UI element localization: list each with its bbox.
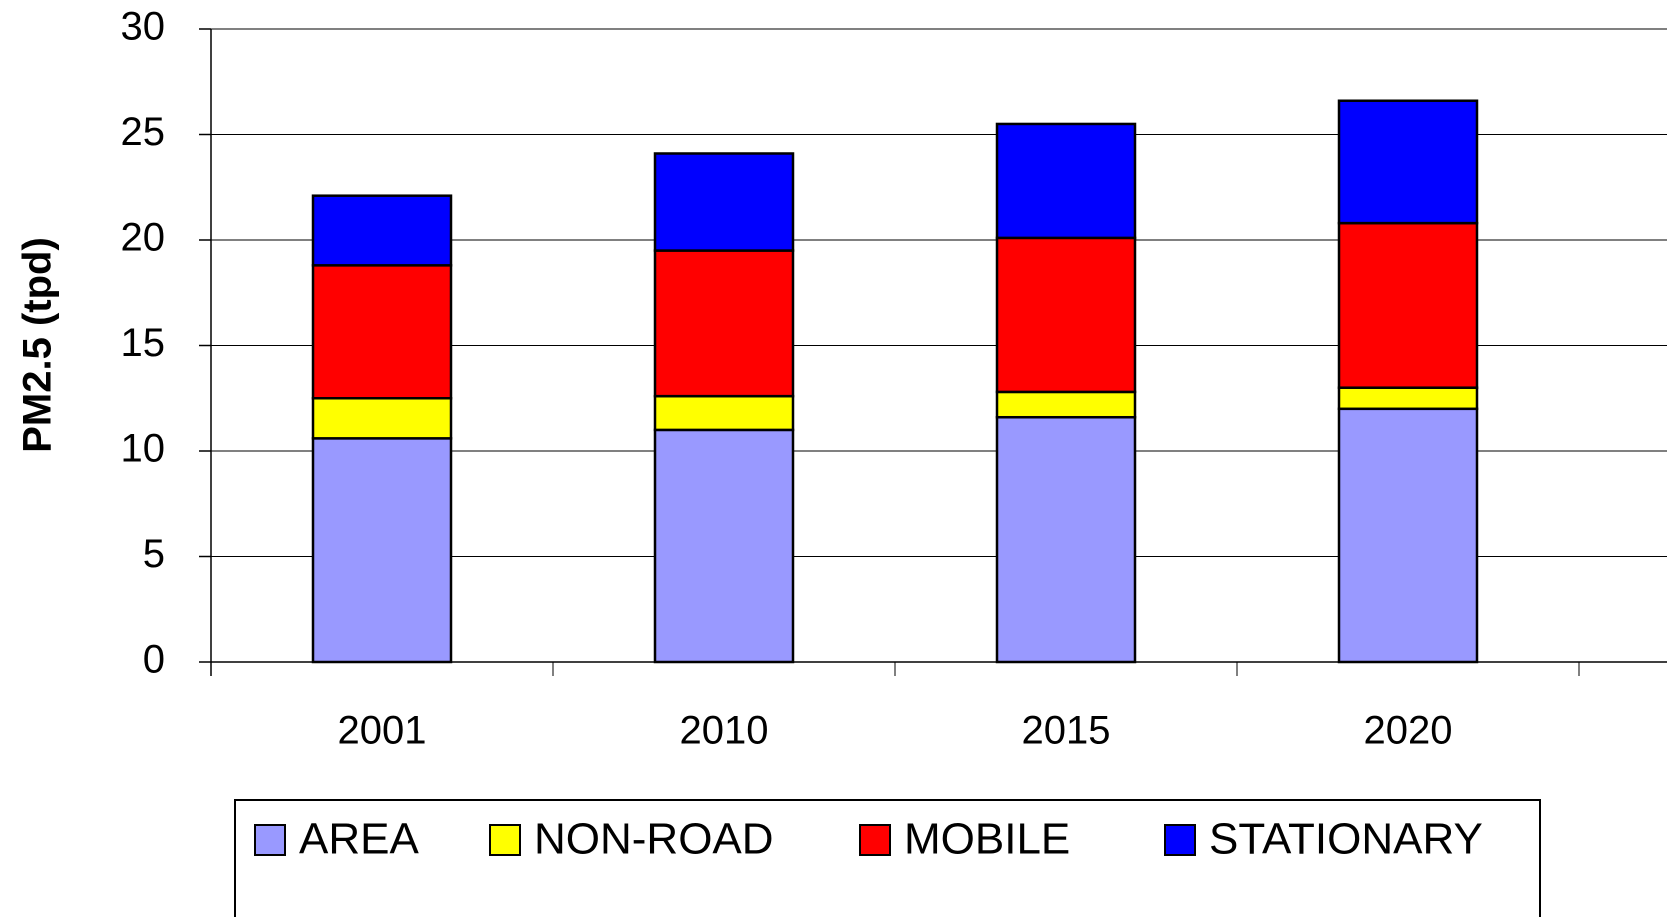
bar-segment — [1337, 407, 1479, 664]
y-tick-label: 10 — [121, 427, 166, 471]
y-tick-label: 20 — [121, 216, 166, 260]
x-tick-label: 2001 — [338, 709, 427, 753]
y-axis-label: PM2.5 (tpd) — [16, 237, 60, 453]
bar-segment — [311, 264, 453, 400]
x-tick-label: 2010 — [680, 709, 769, 753]
legend-swatch — [859, 824, 891, 856]
bar-segment — [995, 415, 1137, 664]
legend-label: AREA — [299, 815, 419, 864]
legend-swatch — [489, 824, 521, 856]
y-tick-label: 5 — [143, 532, 165, 576]
bar-segment — [311, 437, 453, 664]
x-tick-label: 2020 — [1364, 709, 1453, 753]
y-tick-label: 0 — [143, 638, 165, 682]
bar-segment — [1337, 221, 1479, 389]
bar-segment — [1337, 386, 1479, 411]
bar-segment — [1337, 99, 1479, 225]
legend-swatch — [254, 824, 286, 856]
y-tick-label: 30 — [121, 5, 166, 49]
bar-segment — [311, 194, 453, 267]
legend-label: STATIONARY — [1209, 815, 1483, 864]
bar-segment — [995, 122, 1137, 240]
bar-segment — [995, 390, 1137, 419]
y-tick-label: 15 — [121, 321, 166, 365]
bar-segment — [311, 397, 453, 440]
legend-label: MOBILE — [904, 815, 1070, 864]
bar-segment — [653, 428, 795, 664]
y-tick-label: 25 — [121, 110, 166, 154]
bar-segment — [995, 236, 1137, 394]
bar-segment — [653, 249, 795, 398]
bar-segment — [653, 152, 795, 252]
legend-swatch — [1164, 824, 1196, 856]
bar-segment — [653, 394, 795, 432]
legend-label: NON-ROAD — [534, 815, 774, 864]
x-tick-label: 2015 — [1022, 709, 1111, 753]
legend-box — [234, 799, 1541, 922]
